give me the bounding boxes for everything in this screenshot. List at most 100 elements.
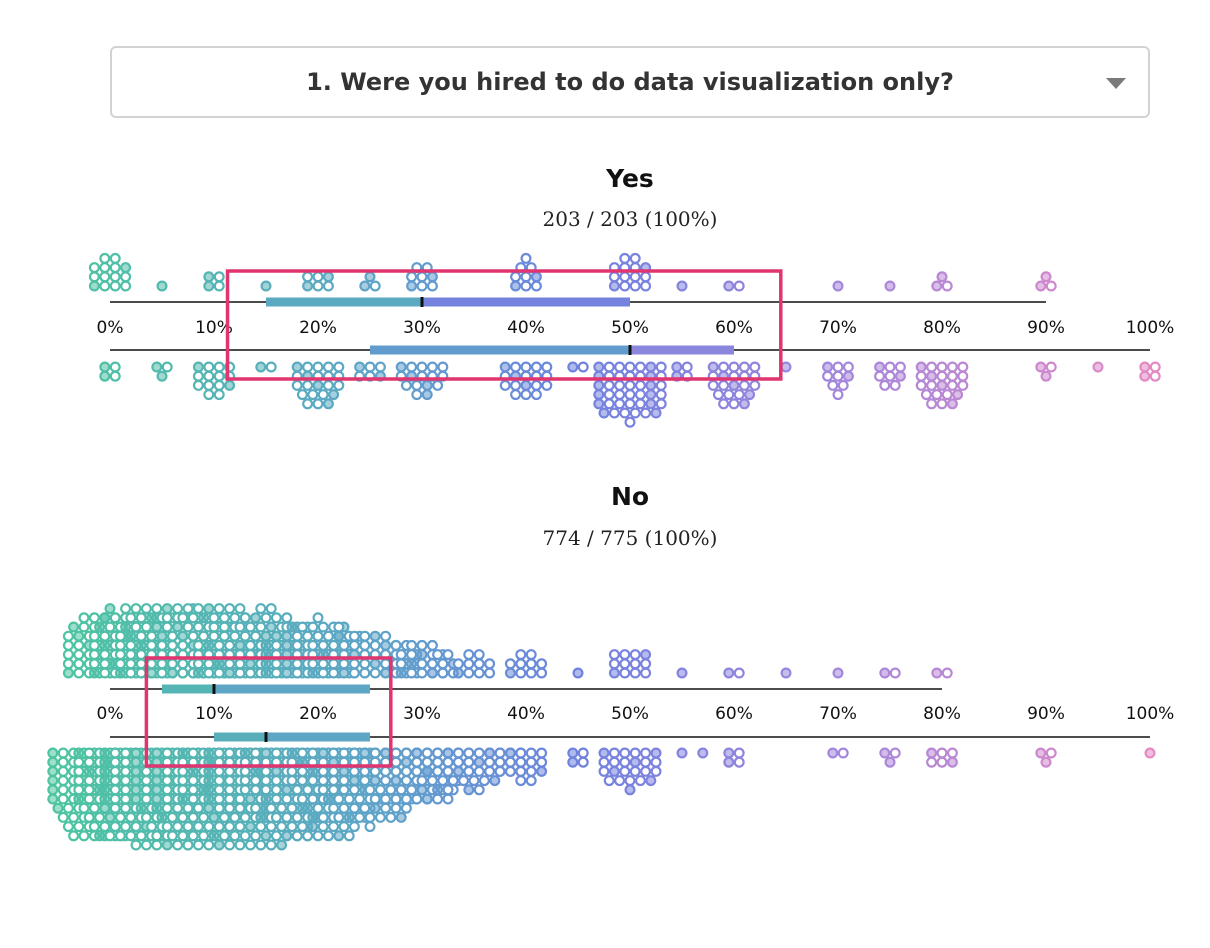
dot-top — [244, 658, 256, 670]
dot-top — [406, 280, 418, 292]
dot-top — [359, 280, 371, 292]
dot-top — [88, 612, 100, 624]
dot-bottom — [603, 379, 615, 391]
dot-top — [125, 639, 137, 651]
dot-top — [146, 639, 158, 651]
dot-top — [224, 639, 236, 651]
dot-top — [317, 621, 329, 633]
dot-bottom — [452, 756, 464, 768]
x-tick-label: 30% — [403, 704, 441, 724]
dot-bottom — [915, 370, 927, 382]
dot-top — [369, 630, 381, 642]
dot-top — [213, 271, 225, 283]
dot-bottom — [952, 389, 964, 401]
dot-bottom — [291, 379, 303, 391]
dot-bottom — [57, 775, 69, 787]
dot-bottom — [146, 821, 158, 833]
dot-bottom — [936, 756, 948, 768]
dot-bottom — [343, 811, 355, 823]
dot-bottom — [380, 775, 392, 787]
dot-top — [629, 667, 641, 679]
dot-top — [62, 630, 74, 642]
dot-bottom — [255, 839, 267, 851]
dot-top — [416, 658, 428, 670]
dot-bottom — [494, 747, 506, 759]
dot-bottom — [203, 747, 215, 759]
dot-bottom — [463, 784, 475, 796]
dot-top — [203, 667, 215, 679]
dot-bottom — [73, 821, 85, 833]
dot-bottom — [151, 361, 163, 373]
dot-bottom — [432, 747, 444, 759]
dot-top — [676, 667, 688, 679]
dot-top — [192, 667, 204, 679]
dot-top — [723, 667, 735, 679]
dot-bottom — [307, 821, 319, 833]
dot-bottom — [239, 784, 251, 796]
dot-bottom — [224, 775, 236, 787]
dot-top — [104, 603, 116, 615]
dot-bottom — [224, 839, 236, 851]
dot-bottom — [213, 821, 225, 833]
dot-top — [224, 658, 236, 670]
dot-bottom — [307, 793, 319, 805]
dot-bottom — [83, 775, 95, 787]
dot-bottom — [1035, 361, 1047, 373]
triangle-down-icon[interactable] — [1106, 78, 1126, 89]
dot-bottom — [926, 756, 938, 768]
dot-bottom — [161, 784, 173, 796]
dot-bottom — [458, 775, 470, 787]
dot-bottom — [421, 756, 433, 768]
dot-bottom — [416, 784, 428, 796]
dot-top — [525, 658, 537, 670]
dot-bottom — [120, 747, 132, 759]
dot-bottom — [307, 811, 319, 823]
dot-bottom — [1040, 370, 1052, 382]
dot-top — [328, 639, 340, 651]
question-dropdown[interactable]: 1. Were you hired to do data visualizati… — [110, 46, 1150, 118]
dot-bottom — [629, 765, 641, 777]
dot-top — [572, 667, 584, 679]
dot-top — [177, 630, 189, 642]
dot-bottom — [83, 747, 95, 759]
dot-top — [504, 667, 516, 679]
dot-bottom — [239, 747, 251, 759]
dot-bottom — [343, 830, 355, 842]
dot-top — [203, 658, 215, 670]
dot-bottom — [645, 775, 657, 787]
dot-top — [213, 658, 225, 670]
dot-top — [416, 280, 428, 292]
dot-bottom — [291, 811, 303, 823]
dot-bottom — [728, 379, 740, 391]
dot-top — [312, 630, 324, 642]
dot-top — [629, 280, 641, 292]
dot-top — [317, 639, 329, 651]
dot-bottom — [614, 361, 626, 373]
dot-bottom — [400, 775, 412, 787]
dot-bottom — [395, 811, 407, 823]
dot-bottom — [629, 756, 641, 768]
dot-bottom — [364, 821, 376, 833]
dot-top — [832, 667, 844, 679]
dot-top — [68, 621, 80, 633]
dot-top — [291, 667, 303, 679]
dot-bottom — [239, 765, 251, 777]
dot-top — [109, 271, 121, 283]
dot-bottom — [218, 811, 230, 823]
dot-bottom — [884, 370, 896, 382]
dot-bottom — [224, 747, 236, 759]
dot-bottom — [172, 839, 184, 851]
dot-bottom — [302, 398, 314, 410]
dot-top — [291, 639, 303, 651]
dot-bottom — [312, 361, 324, 373]
dot-bottom — [151, 747, 163, 759]
dot-bottom — [374, 784, 386, 796]
dot-top — [437, 667, 449, 679]
dot-top — [406, 667, 418, 679]
dot-top — [359, 630, 371, 642]
dot-bottom — [442, 747, 454, 759]
dot-bottom — [94, 811, 106, 823]
dot-top — [229, 630, 241, 642]
dot-bottom — [567, 756, 579, 768]
dot-bottom — [936, 370, 948, 382]
